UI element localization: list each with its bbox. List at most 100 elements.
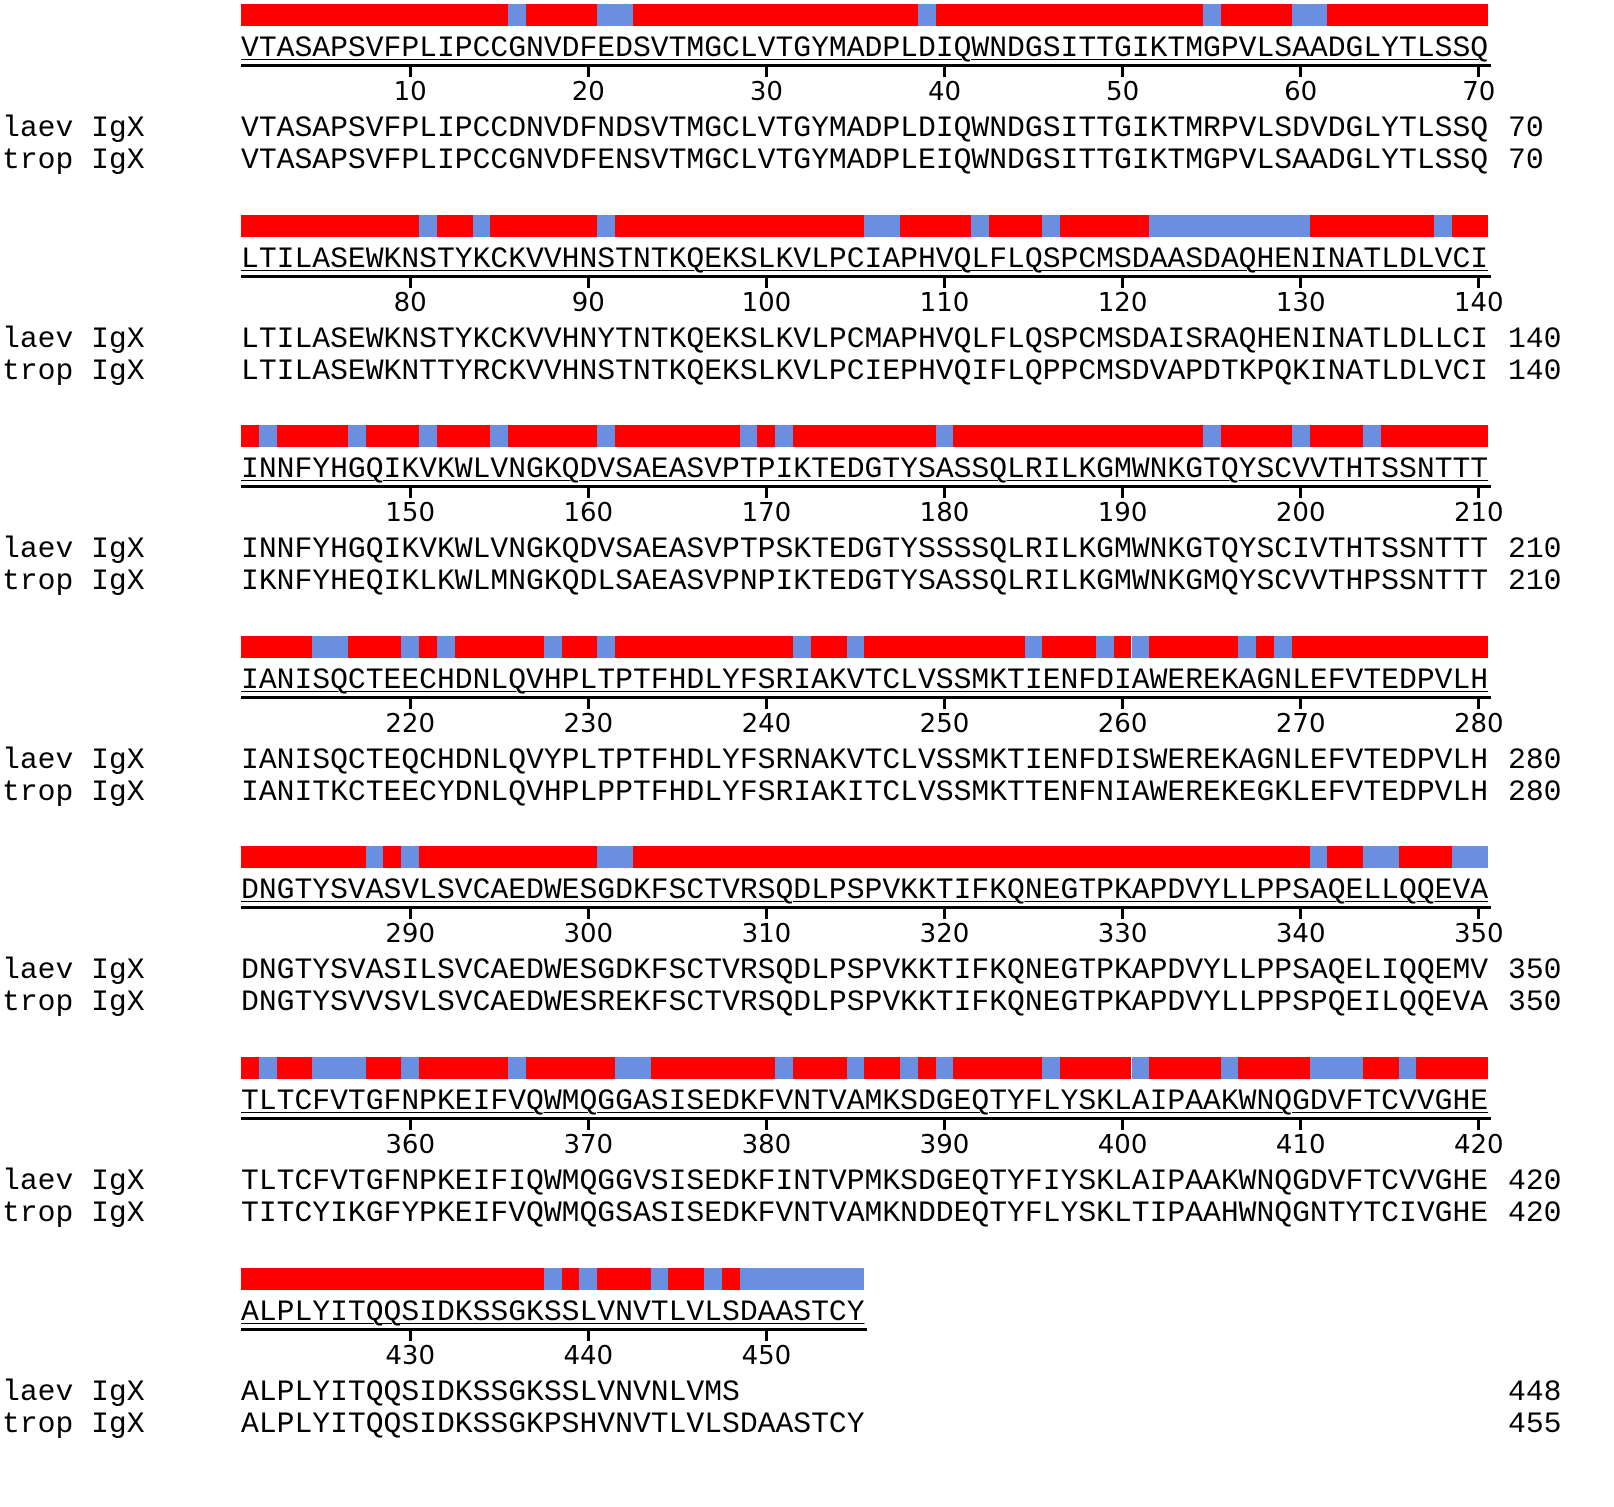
identical-segment xyxy=(436,214,473,237)
ruler-tick-label: 150 xyxy=(385,498,435,529)
identical-segment xyxy=(632,846,1310,869)
ruler-tick xyxy=(1121,487,1125,499)
identical-segment xyxy=(436,425,491,448)
ruler-tick-label: 110 xyxy=(919,287,970,318)
ruler-tick-label: 70 xyxy=(1462,77,1496,107)
identical-segment xyxy=(419,1057,509,1079)
identical-segment xyxy=(276,425,348,448)
ruler-tick xyxy=(408,1329,412,1341)
trop-end-position: 280 xyxy=(1508,774,1562,809)
ruler-tick-label: 370 xyxy=(563,1130,614,1160)
identical-segment xyxy=(793,425,936,448)
identical-segment xyxy=(917,1057,936,1079)
ruler-tick-label: 260 xyxy=(1097,708,1148,739)
identical-segment xyxy=(365,425,420,448)
identical-segment xyxy=(383,846,402,869)
ruler-tick-label: 430 xyxy=(385,1340,435,1371)
identical-segment xyxy=(1060,214,1150,237)
variable-segment xyxy=(597,425,615,448)
variable-segment xyxy=(775,425,794,448)
identical-segment xyxy=(1291,635,1488,658)
identical-segment xyxy=(241,214,420,237)
identical-segment xyxy=(1113,635,1132,658)
ruler-tick-label: 190 xyxy=(1097,498,1148,529)
variable-segment xyxy=(347,425,366,448)
ruler-tick-label: 30 xyxy=(749,77,783,107)
identical-segment xyxy=(899,214,972,237)
ruler-tick xyxy=(408,908,412,920)
ruler-tick xyxy=(408,66,412,77)
variable-segment xyxy=(1131,635,1150,658)
ruler-tick-label: 90 xyxy=(571,287,605,318)
species-label-laev: laev IgX xyxy=(2,111,145,145)
variable-segment xyxy=(1452,846,1488,869)
ruler-tick-label: 300 xyxy=(563,919,614,950)
alignment-block: LTILASEWKNSTYKCKVVHNSTNTKQEKSLKVLPCIAPHV… xyxy=(0,214,1614,415)
consensus-sequence: VTASAPSVFPLIPCCGNVDFEDSVTMGCLVTGYMADPLDI… xyxy=(241,31,1489,65)
ruler-tick-label: 210 xyxy=(1453,498,1504,529)
variable-segment xyxy=(472,214,491,237)
identical-segment xyxy=(864,1057,900,1079)
laev-end-position: 140 xyxy=(1508,321,1562,356)
position-ruler xyxy=(241,1327,868,1331)
laev-end-position: 448 xyxy=(1508,1374,1562,1409)
trop-sequence: ALPLYITQQSIDKSSGKPSHVNVTLVLSDAASTCY xyxy=(241,1406,865,1441)
variable-segment xyxy=(597,846,633,869)
ruler-tick-label: 400 xyxy=(1097,1130,1148,1160)
variable-segment xyxy=(436,635,455,658)
identical-segment xyxy=(1042,635,1096,658)
ruler-tick xyxy=(1477,1119,1481,1130)
variable-segment xyxy=(1309,1057,1364,1079)
variable-segment xyxy=(1042,214,1061,237)
variable-segment xyxy=(793,635,811,658)
identical-segment xyxy=(1149,1057,1221,1079)
ruler-tick xyxy=(586,487,590,499)
identical-segment xyxy=(632,4,918,26)
variable-segment xyxy=(401,1057,420,1079)
ruler-tick-label: 50 xyxy=(1106,77,1140,107)
ruler-tick xyxy=(408,487,412,499)
laev-sequence: IANISQCTEQCHDNLQVYPLTPTFHDLYFSRNAKVTCLVS… xyxy=(241,742,1489,777)
position-ruler xyxy=(241,906,1491,910)
species-label-laev: laev IgX xyxy=(2,532,145,567)
identical-segment xyxy=(241,1057,259,1079)
trop-sequence: IANITKCTEECYDNLQVHPLPPTFHDLYFSRIAKITCLVS… xyxy=(241,774,1489,809)
ruler-tick-label: 270 xyxy=(1275,708,1326,739)
identical-segment xyxy=(241,635,313,658)
conservation-bar xyxy=(241,846,1488,869)
variable-segment xyxy=(543,1267,562,1290)
ruler-tick-label: 200 xyxy=(1275,498,1326,529)
identical-segment xyxy=(650,1057,776,1079)
laev-end-position: 420 xyxy=(1508,1164,1562,1198)
ruler-tick xyxy=(1299,697,1303,709)
consensus-sequence: IANISQCTEECHDNLQVHPLTPTFHDLYFSRIAKVTCLVS… xyxy=(241,662,1489,697)
identical-segment xyxy=(615,214,865,237)
alignment-block: INNFYHGQIKVKWLVNGKQDVSAEASVPTPIKTEDGTYSA… xyxy=(0,425,1614,625)
ruler-tick-label: 410 xyxy=(1275,1130,1326,1160)
trop-sequence: IKNFYHEQIKLKWLMNGKQDLSAEASVPNPIKTEDGTYSA… xyxy=(241,564,1489,599)
species-label-trop: trop IgX xyxy=(2,985,145,1020)
ruler-tick xyxy=(942,66,946,77)
ruler-tick-label: 440 xyxy=(563,1340,614,1371)
variable-segment xyxy=(1042,1057,1061,1079)
species-label-laev: laev IgX xyxy=(2,1374,145,1409)
ruler-tick xyxy=(1121,276,1125,288)
ruler-tick xyxy=(1121,66,1125,77)
ruler-tick-label: 170 xyxy=(741,498,792,529)
laev-end-position: 210 xyxy=(1508,532,1562,567)
variable-segment xyxy=(1363,425,1381,448)
identical-segment xyxy=(615,635,794,658)
variable-segment xyxy=(917,4,936,26)
variable-segment xyxy=(258,1057,277,1079)
species-label-trop: trop IgX xyxy=(2,353,145,388)
position-ruler xyxy=(241,64,1491,67)
ruler-tick xyxy=(1299,276,1303,288)
identical-segment xyxy=(1327,846,1364,869)
identical-segment xyxy=(793,1057,847,1079)
position-ruler xyxy=(241,1117,1491,1120)
ruler-tick-label: 80 xyxy=(393,287,427,318)
variable-segment xyxy=(365,846,384,869)
variable-segment xyxy=(508,1057,526,1079)
conservation-bar xyxy=(241,4,1488,26)
identical-segment xyxy=(597,1267,651,1290)
